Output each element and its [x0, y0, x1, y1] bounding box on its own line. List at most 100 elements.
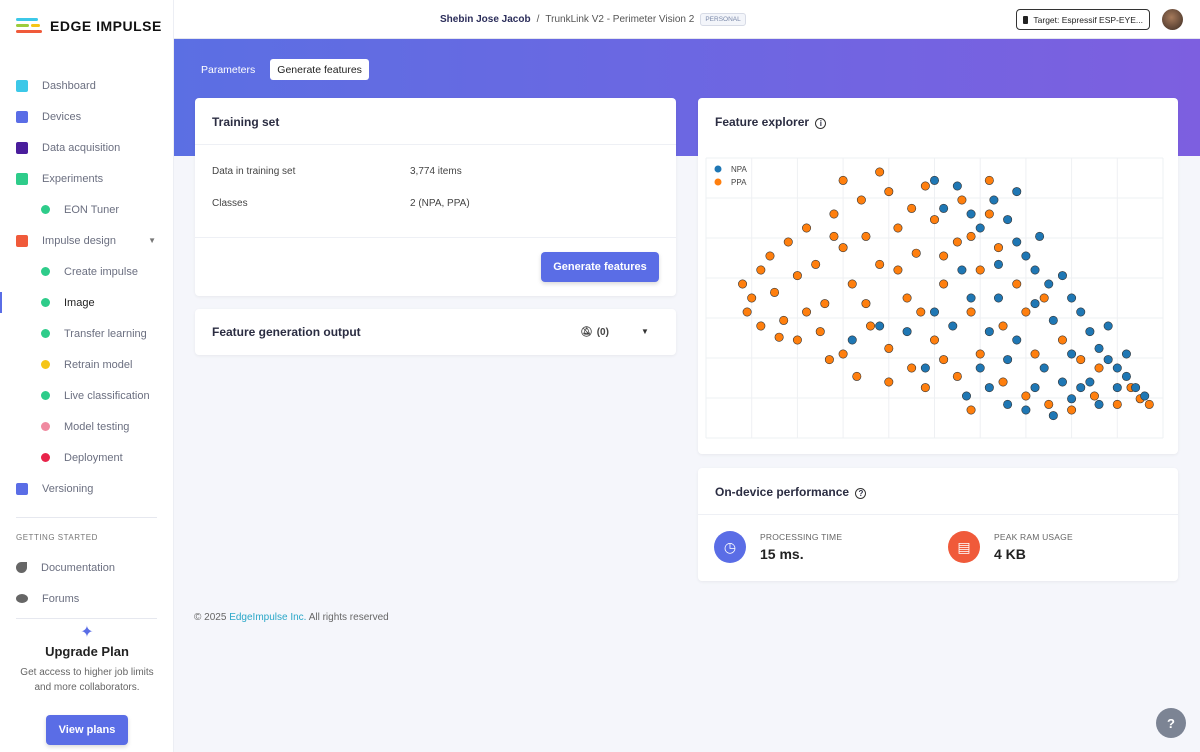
data-point-npa[interactable] [984, 327, 994, 337]
data-point-ppa[interactable] [815, 327, 825, 337]
data-point-npa[interactable] [966, 209, 976, 219]
sidebar-item-impulse-design[interactable]: Impulse design ▼ [0, 225, 174, 256]
data-point-ppa[interactable] [829, 231, 839, 241]
data-point-npa[interactable] [847, 335, 857, 345]
sidebar-item-deployment[interactable]: Deployment [0, 442, 174, 473]
edge-impulse-link[interactable]: EdgeImpulse Inc. [229, 612, 307, 623]
data-point-npa[interactable] [1121, 371, 1131, 381]
target-device-button[interactable]: Target: Espressif ESP-EYE... [1016, 9, 1150, 30]
data-point-ppa[interactable] [829, 209, 839, 219]
data-point-npa[interactable] [948, 321, 958, 331]
data-point-ppa[interactable] [779, 315, 789, 325]
data-point-ppa[interactable] [838, 349, 848, 359]
data-point-npa[interactable] [1048, 315, 1058, 325]
data-point-npa[interactable] [975, 363, 985, 373]
chevron-down-icon[interactable]: ▼ [148, 236, 156, 245]
data-point-ppa[interactable] [920, 181, 930, 191]
data-point-ppa[interactable] [930, 335, 940, 345]
data-point-ppa[interactable] [957, 195, 967, 205]
data-point-npa[interactable] [1067, 349, 1077, 359]
breadcrumb-project[interactable]: TrunkLink V2 - Perimeter Vision 2 [545, 14, 695, 25]
data-point-ppa[interactable] [802, 223, 812, 233]
data-point-npa[interactable] [1094, 399, 1104, 409]
sidebar-item-devices[interactable]: Devices [0, 101, 174, 132]
notifications-toggle[interactable]: 🔕︎ (0) [580, 327, 609, 338]
data-point-npa[interactable] [1030, 383, 1040, 393]
data-point-ppa[interactable] [884, 187, 894, 197]
data-point-ppa[interactable] [861, 231, 871, 241]
data-point-ppa[interactable] [884, 377, 894, 387]
data-point-ppa[interactable] [907, 203, 917, 213]
feature-scatter-plot[interactable]: NPA PPA [698, 148, 1178, 448]
breadcrumb-user[interactable]: Shebin Jose Jacob [440, 14, 531, 25]
data-point-ppa[interactable] [820, 299, 830, 309]
sidebar-item-image[interactable]: Image [0, 287, 174, 318]
data-point-ppa[interactable] [966, 231, 976, 241]
data-point-ppa[interactable] [1039, 293, 1049, 303]
sidebar-item-forums[interactable]: Forums [0, 583, 174, 614]
data-point-ppa[interactable] [852, 371, 862, 381]
data-point-ppa[interactable] [792, 271, 802, 281]
sidebar-item-versioning[interactable]: Versioning [0, 473, 174, 504]
data-point-ppa[interactable] [1144, 399, 1154, 409]
generate-features-button[interactable]: Generate features [541, 252, 659, 282]
data-point-npa[interactable] [1012, 335, 1022, 345]
data-point-npa[interactable] [952, 181, 962, 191]
data-point-npa[interactable] [1076, 383, 1086, 393]
info-icon[interactable]: i [815, 118, 827, 129]
data-point-ppa[interactable] [1057, 335, 1067, 345]
data-point-npa[interactable] [1057, 377, 1067, 387]
data-point-npa[interactable] [1044, 279, 1054, 289]
data-point-npa[interactable] [875, 321, 885, 331]
data-point-npa[interactable] [1003, 399, 1013, 409]
data-point-ppa[interactable] [902, 293, 912, 303]
sidebar-item-retrain-model[interactable]: Retrain model [0, 349, 174, 380]
data-point-npa[interactable] [966, 293, 976, 303]
data-point-ppa[interactable] [1021, 307, 1031, 317]
data-point-ppa[interactable] [884, 343, 894, 353]
data-point-ppa[interactable] [861, 299, 871, 309]
data-point-ppa[interactable] [875, 167, 885, 177]
data-point-ppa[interactable] [998, 377, 1008, 387]
data-point-ppa[interactable] [875, 259, 885, 269]
data-point-npa[interactable] [1003, 355, 1013, 365]
data-point-ppa[interactable] [893, 265, 903, 275]
data-point-npa[interactable] [961, 391, 971, 401]
data-point-npa[interactable] [1012, 237, 1022, 247]
help-button[interactable]: ? [1156, 708, 1186, 738]
data-point-npa[interactable] [920, 363, 930, 373]
data-point-ppa[interactable] [847, 279, 857, 289]
data-point-npa[interactable] [1039, 363, 1049, 373]
avatar[interactable] [1162, 9, 1183, 30]
data-point-npa[interactable] [1121, 349, 1131, 359]
data-point-npa[interactable] [1021, 251, 1031, 261]
data-point-ppa[interactable] [770, 287, 780, 297]
data-point-ppa[interactable] [916, 307, 926, 317]
chevron-down-icon[interactable]: ▼ [641, 327, 649, 336]
data-point-npa[interactable] [1067, 394, 1077, 404]
sidebar-item-eon-tuner[interactable]: EON Tuner [0, 194, 174, 225]
data-point-ppa[interactable] [802, 307, 812, 317]
data-point-npa[interactable] [1030, 299, 1040, 309]
data-point-npa[interactable] [1076, 307, 1086, 317]
data-point-npa[interactable] [1003, 215, 1013, 225]
data-point-npa[interactable] [984, 383, 994, 393]
data-point-ppa[interactable] [765, 251, 775, 261]
data-point-ppa[interactable] [856, 195, 866, 205]
data-point-ppa[interactable] [866, 321, 876, 331]
sidebar-item-experiments[interactable]: Experiments [0, 163, 174, 194]
sidebar-item-model-testing[interactable]: Model testing [0, 411, 174, 442]
data-point-ppa[interactable] [1094, 363, 1104, 373]
data-point-ppa[interactable] [1112, 399, 1122, 409]
data-point-npa[interactable] [1085, 327, 1095, 337]
data-point-ppa[interactable] [993, 243, 1003, 253]
data-point-npa[interactable] [1035, 231, 1045, 241]
sidebar-item-dashboard[interactable]: Dashboard [0, 70, 174, 101]
data-point-npa[interactable] [1094, 343, 1104, 353]
data-point-npa[interactable] [939, 203, 949, 213]
data-point-ppa[interactable] [792, 335, 802, 345]
data-point-ppa[interactable] [1030, 349, 1040, 359]
sidebar-item-documentation[interactable]: Documentation [0, 552, 174, 583]
data-point-ppa[interactable] [984, 175, 994, 185]
data-point-npa[interactable] [1131, 383, 1141, 393]
